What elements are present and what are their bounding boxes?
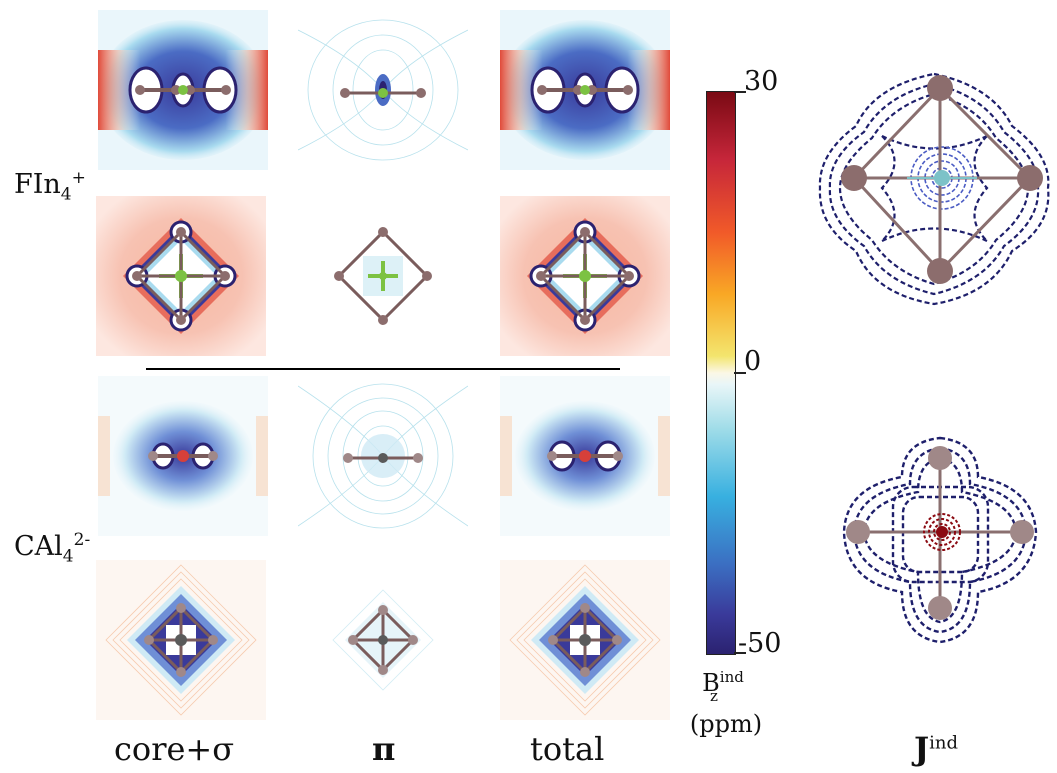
panel-cal4-top-pi [298,560,468,720]
bz-map-cal4-top-pi [332,589,434,691]
colorbar-tick-min [734,652,746,654]
colorbar-quantity: Bind z [688,668,758,705]
quantity-symbol: B [702,669,720,697]
bz-map-fin4-side-total [500,10,670,170]
column-label-pi: π [372,730,396,768]
molecule-base: CAl [14,531,63,562]
panel-fin4-side-pi [298,10,468,170]
bz-map-cal4-side-pi [298,383,468,529]
current-vectors-fin4 [818,72,1050,306]
bz-map-fin4-side-pi [298,19,468,161]
current-plot-fin4 [812,66,1057,311]
molecule-base: FIn [14,169,61,200]
molecule-label-cal4: CAl42- [14,530,90,566]
quantity-sub: z [710,687,718,705]
quantity-sup: ind [719,668,744,686]
bz-map-fin4-top-pi [334,227,432,325]
row-divider [146,368,620,370]
panel-fin4-top-pi [298,196,468,356]
bz-map-fin4-top-total [500,196,670,356]
column-label-current: Jind [914,730,958,768]
bz-map-fin4-side-core-sigma [98,10,268,170]
current-sup: ind [929,732,959,754]
panel-cal4-top-core-sigma [96,560,266,720]
colorbar-label-zero: 0 [744,346,762,377]
current-vectors-cal4 [842,436,1038,644]
panel-fin4-side-core-sigma [98,10,268,170]
bz-map-cal4-top-core-sigma [96,560,266,720]
molecule-sub: 4 [62,546,74,567]
molecule-label-fin4: FIn4+ [14,168,86,204]
bz-map-cal4-top-total [500,560,670,720]
panel-cal4-side-pi [298,376,468,536]
current-plot-cal4 [838,432,1043,647]
colorbar-unit: (ppm) [689,710,763,738]
molecule-sub: 4 [60,184,72,205]
colorbar-label-max: 30 [744,66,779,97]
colorbar-tick-max [734,91,746,93]
molecule-sup: 2- [73,530,91,550]
current-symbol: J [914,730,930,768]
column-label-total: total [530,730,605,768]
panel-cal4-top-total [500,560,670,720]
bz-map-fin4-top-core-sigma [96,196,266,356]
panel-cal4-side-total [500,376,670,536]
panel-fin4-top-total [500,196,670,356]
colorbar-tick-zero [734,372,746,374]
molecule-sup: + [71,168,86,188]
bz-map-cal4-side-total [500,376,670,536]
panel-cal4-side-core-sigma [98,376,268,536]
column-label-core-sigma: core+σ [114,730,235,768]
bz-map-cal4-side-core-sigma [98,376,268,536]
colorbar-label-min: -50 [738,628,782,659]
panel-fin4-top-core-sigma [96,196,266,356]
colorbar [706,91,736,655]
panel-fin4-side-total [500,10,670,170]
